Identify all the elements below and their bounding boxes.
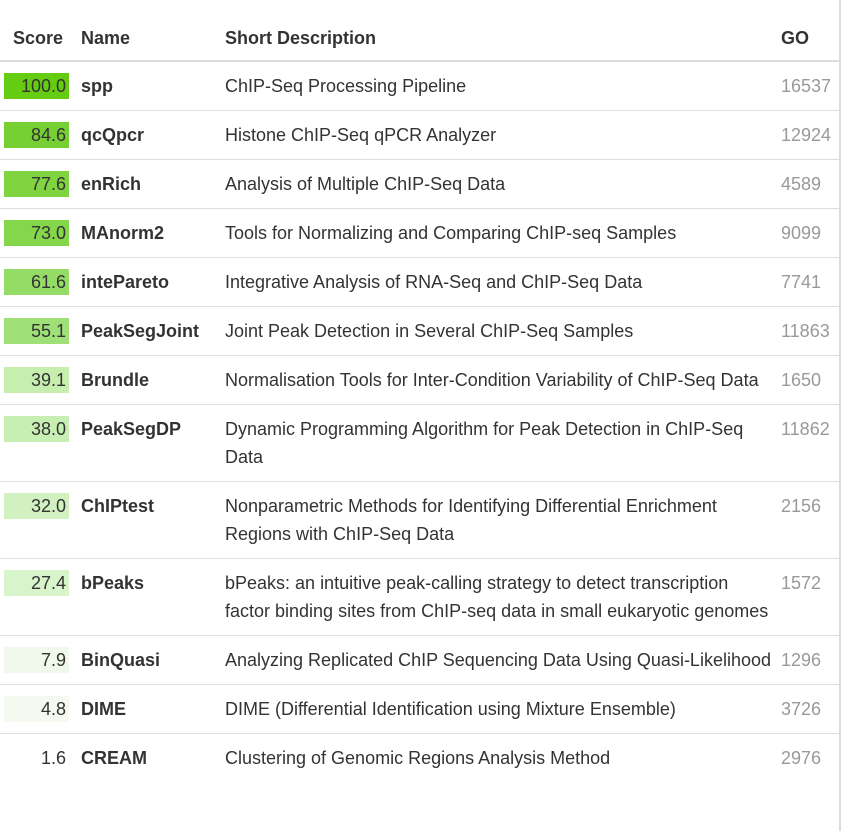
package-description: Dynamic Programming Algorithm for Peak D… <box>225 404 781 482</box>
package-name-link[interactable]: spp <box>81 76 114 96</box>
score-badge: 39.1 <box>4 367 69 393</box>
package-name-link[interactable]: enRich <box>81 159 225 209</box>
go-count: 11862 <box>781 404 841 482</box>
score-badge: 100.0 <box>4 73 69 99</box>
package-description: DIME (Differential Identification using … <box>225 684 781 734</box>
package-description: Nonparametric Methods for Identifying Di… <box>225 481 781 559</box>
table-row: 27.4 bPeaks bPeaks: an intuitive peak-call… <box>0 558 841 636</box>
package-description: Analyzing Replicated ChIP Sequencing Dat… <box>225 635 781 685</box>
go-count: 16537 <box>781 76 832 96</box>
score-cell: 84.6 <box>0 110 81 160</box>
go-count: 2156 <box>781 481 841 559</box>
header-score[interactable]: Score <box>0 16 81 62</box>
package-name-link[interactable]: MAnorm2 <box>81 208 225 258</box>
go-count: 3726 <box>781 684 841 734</box>
package-name-link[interactable]: bPeaks <box>81 558 225 636</box>
table-row: 73.0 MAnorm2 Tools for Normalizing and Com… <box>0 208 841 258</box>
score-badge: 84.6 <box>4 122 69 148</box>
table-row: 32.0 ChIPtest Nonparametric Methods for Id… <box>0 481 841 559</box>
go-count: 2976 <box>781 733 841 782</box>
score-cell: 32.0 <box>0 481 81 559</box>
score-badge: 77.6 <box>4 171 69 197</box>
package-name-link[interactable]: intePareto <box>81 257 225 307</box>
score-badge: 55.1 <box>4 318 69 344</box>
table-header-row: Score Name Short Description GO <box>0 16 841 62</box>
package-description: Analysis of Multiple ChIP-Seq Data <box>225 159 781 209</box>
table-row: 38.0 PeakSegDP Dynamic Programming Algorit… <box>0 404 841 482</box>
package-name-link[interactable]: Brundle <box>81 355 225 405</box>
package-name-link[interactable]: BinQuasi <box>81 635 225 685</box>
table-body: 100.0 spp ChIP-Seq Processing Pipeline 1653… <box>0 61 841 782</box>
table-row: 100.0 spp ChIP-Seq Processing Pipeline 1653… <box>0 61 841 111</box>
package-description: Tools for Normalizing and Comparing ChIP… <box>225 208 781 258</box>
package-description: Joint Peak Detection in Several ChIP-Seq… <box>225 306 781 356</box>
table-row: 84.6 qcQpcr Histone ChIP-Seq qPCR Analyzer… <box>0 110 841 160</box>
go-count: 7741 <box>781 257 841 307</box>
go-count: 4589 <box>781 159 841 209</box>
package-name-link[interactable]: qcQpcr <box>81 110 225 160</box>
go-count: 1572 <box>781 558 841 636</box>
score-cell: 55.1 <box>0 306 81 356</box>
header-go[interactable]: GO <box>781 16 841 62</box>
score-cell: 100.0 <box>0 61 81 111</box>
package-name-link[interactable]: PeakSegJoint <box>81 306 225 356</box>
package-name-link[interactable]: CREAM <box>81 733 225 782</box>
score-badge: 73.0 <box>4 220 69 246</box>
score-cell: 27.4 <box>0 558 81 636</box>
score-badge: 61.6 <box>4 269 69 295</box>
score-cell: 38.0 <box>0 404 81 482</box>
package-description: Normalisation Tools for Inter-Condition … <box>225 355 781 405</box>
score-cell: 39.1 <box>0 355 81 405</box>
header-description[interactable]: Short Description <box>225 16 781 62</box>
package-description: ChIP-Seq Processing Pipeline <box>225 76 467 96</box>
table-row: 7.9 BinQuasi Analyzing Replicated ChIP Seq… <box>0 635 841 685</box>
score-badge: 38.0 <box>4 416 69 442</box>
table-row: 4.8 DIME DIME (Differential Identification… <box>0 684 841 734</box>
score-cell: 73.0 <box>0 208 81 258</box>
score-badge: 27.4 <box>4 570 69 596</box>
score-badge: 32.0 <box>4 493 69 519</box>
go-count: 1650 <box>781 355 841 405</box>
table-row: 77.6 enRich Analysis of Multiple ChIP-Seq … <box>0 159 841 209</box>
table-row: 61.6 intePareto Integrative Analysis of RN… <box>0 257 841 307</box>
score-cell: 77.6 <box>0 159 81 209</box>
score-cell: 7.9 <box>0 635 81 685</box>
package-description: bPeaks: an intuitive peak-calling strate… <box>225 558 781 636</box>
score-badge: 4.8 <box>4 696 69 722</box>
score-cell: 4.8 <box>0 684 81 734</box>
package-name-link[interactable]: DIME <box>81 684 225 734</box>
score-badge: 1.6 <box>4 745 69 771</box>
score-badge: 7.9 <box>4 647 69 673</box>
score-cell: 1.6 <box>0 733 81 782</box>
package-name-link[interactable]: ChIPtest <box>81 481 225 559</box>
package-description: Integrative Analysis of RNA-Seq and ChIP… <box>225 257 781 307</box>
score-cell: 61.6 <box>0 257 81 307</box>
package-name-link[interactable]: PeakSegDP <box>81 404 225 482</box>
table-row: 55.1 PeakSegJoint Joint Peak Detection in … <box>0 306 841 356</box>
go-count: 12924 <box>781 110 841 160</box>
table-row: 1.6 CREAM Clustering of Genomic Regions An… <box>0 733 841 782</box>
go-count: 1296 <box>781 635 841 685</box>
package-description: Histone ChIP-Seq qPCR Analyzer <box>225 110 781 160</box>
table-row: 39.1 Brundle Normalisation Tools for Inter… <box>0 355 841 405</box>
go-count: 9099 <box>781 208 841 258</box>
header-name[interactable]: Name <box>81 16 225 62</box>
package-description: Clustering of Genomic Regions Analysis M… <box>225 733 781 782</box>
package-table: Score Name Short Description GO 100.0 spp… <box>0 16 841 782</box>
go-count: 11863 <box>781 306 841 356</box>
